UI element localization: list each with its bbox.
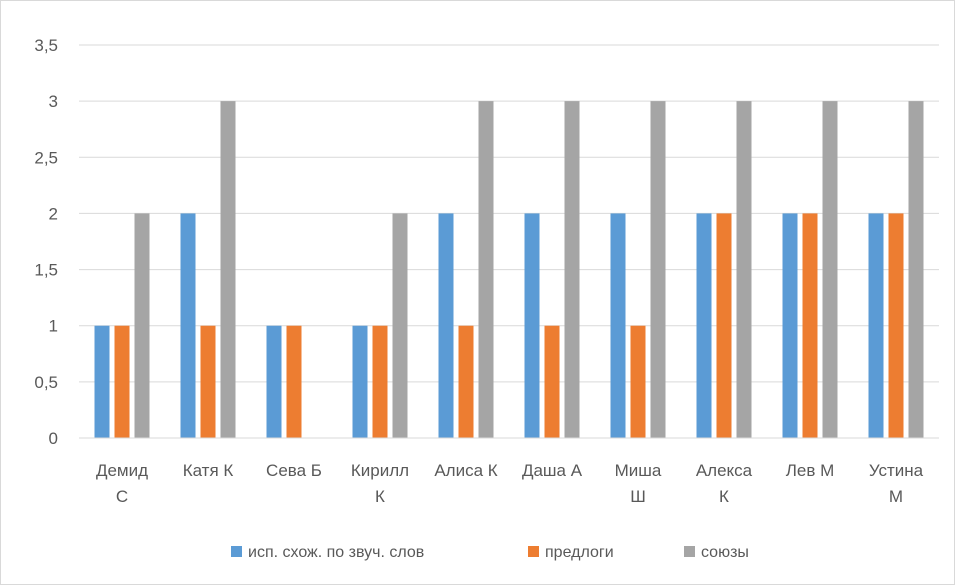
bar — [94, 325, 110, 438]
x-tick-label: Демид С — [96, 461, 148, 506]
bar — [114, 325, 130, 438]
bar — [822, 101, 838, 439]
bar — [180, 213, 196, 438]
x-tick-label: Устина М — [869, 461, 924, 506]
bar — [478, 101, 494, 439]
bar — [782, 213, 798, 438]
bar — [630, 325, 646, 438]
bars — [94, 101, 924, 439]
legend-label: предлоги — [545, 544, 614, 561]
bar — [134, 213, 150, 438]
legend-label: союзы — [701, 544, 749, 561]
x-tick-label: Алиса К — [434, 461, 497, 480]
legend-label: исп. схож. по звуч. слов — [248, 544, 424, 561]
y-tick-label: 3,5 — [34, 36, 58, 55]
legend-swatch — [231, 546, 242, 557]
bar — [458, 325, 474, 438]
bar — [650, 101, 666, 439]
bar — [802, 213, 818, 438]
x-tick-label: Катя К — [183, 461, 234, 480]
y-tick-label: 0 — [49, 429, 58, 448]
bar — [908, 101, 924, 439]
x-tick-label: Сева Б — [266, 461, 322, 480]
y-axis-ticks: 0 0,5 1 1,5 2 2,5 3 3,5 — [34, 36, 58, 448]
x-tick-label: Алекса К — [696, 461, 753, 506]
bar — [352, 325, 368, 438]
bar — [438, 213, 454, 438]
x-tick-label: Лев М — [786, 461, 835, 480]
bar — [888, 213, 904, 438]
x-axis-labels: Демид С Катя К Сева Б Кирилл К Алиса К Даша А Ми… — [96, 461, 924, 506]
bar — [220, 101, 236, 439]
y-tick-label: 1,5 — [34, 261, 58, 280]
bar — [736, 101, 752, 439]
bar — [544, 325, 560, 438]
bar — [372, 325, 388, 438]
bar — [524, 213, 540, 438]
y-tick-label: 0,5 — [34, 373, 58, 392]
legend: исп. схож. по звуч. слов предлоги союзы — [231, 544, 749, 561]
y-tick-label: 2,5 — [34, 148, 58, 167]
x-tick-label: Миша Ш — [615, 461, 662, 506]
bar — [392, 213, 408, 438]
bar — [696, 213, 712, 438]
bar — [868, 213, 884, 438]
legend-swatch — [684, 546, 695, 557]
bar — [610, 213, 626, 438]
y-tick-label: 2 — [49, 204, 58, 223]
x-tick-label: Даша А — [522, 461, 583, 480]
y-tick-label: 3 — [49, 92, 58, 111]
y-tick-label: 1 — [49, 317, 58, 336]
bar — [200, 325, 216, 438]
x-tick-label: Кирилл К — [351, 461, 409, 506]
bar — [266, 325, 282, 438]
legend-swatch — [528, 546, 539, 557]
bar — [286, 325, 302, 438]
bar — [716, 213, 732, 438]
bar — [564, 101, 580, 439]
